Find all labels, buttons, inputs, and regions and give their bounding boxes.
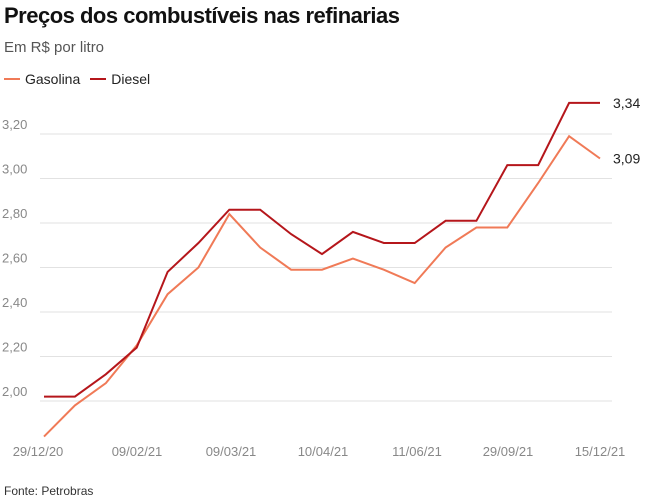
y-axis-ticks: 2,00 2,20 2,40 2,60 2,80 3,00 3,20: [2, 117, 27, 399]
chart-source: Fonte: Petrobras: [4, 484, 94, 498]
end-label-gasolina: 3,09: [613, 150, 640, 166]
end-labels: 3,09 3,34: [613, 95, 640, 167]
series-line-gasolina: [43, 134, 601, 438]
legend-label-diesel: Diesel: [111, 71, 151, 87]
legend-item-diesel: Diesel: [90, 71, 150, 87]
y-tick-label: 2,20: [2, 340, 27, 355]
y-tick-label: 2,60: [2, 251, 27, 266]
chart-subtitle: Em R$ por litro: [4, 39, 105, 56]
y-tick-label: 2,00: [2, 384, 27, 399]
y-tick-label: 2,40: [2, 295, 27, 310]
x-axis-ticks: 29/12/20 09/02/21 09/03/21 10/04/21 11/06/21…: [13, 444, 626, 459]
y-tick-label: 3,20: [2, 117, 27, 132]
x-tick-label: 10/04/21: [298, 444, 349, 459]
x-tick-label: 09/02/21: [112, 444, 163, 459]
legend-swatch-gasolina: [4, 78, 20, 80]
legend-label-gasolina: Gasolina: [25, 71, 81, 87]
series-layer: [43, 101, 601, 438]
end-label-diesel: 3,34: [613, 95, 640, 111]
legend-swatch-diesel: [90, 78, 107, 80]
legend-item-gasolina: Gasolina: [4, 71, 80, 87]
chart-legend: Gasolina Diesel: [4, 71, 160, 87]
y-tick-label: 2,80: [2, 206, 27, 221]
x-tick-label: 29/12/20: [13, 444, 64, 459]
x-tick-label: 09/03/21: [206, 444, 257, 459]
y-tick-label: 3,00: [2, 162, 27, 177]
grid-layer: [40, 133, 612, 402]
x-tick-label: 11/06/21: [392, 444, 442, 459]
x-tick-label: 15/12/21: [575, 444, 626, 459]
series-line-diesel: [44, 101, 600, 398]
chart-title: Preços dos combustíveis nas refinarias: [4, 3, 400, 28]
x-tick-label: 29/09/21: [483, 444, 534, 459]
